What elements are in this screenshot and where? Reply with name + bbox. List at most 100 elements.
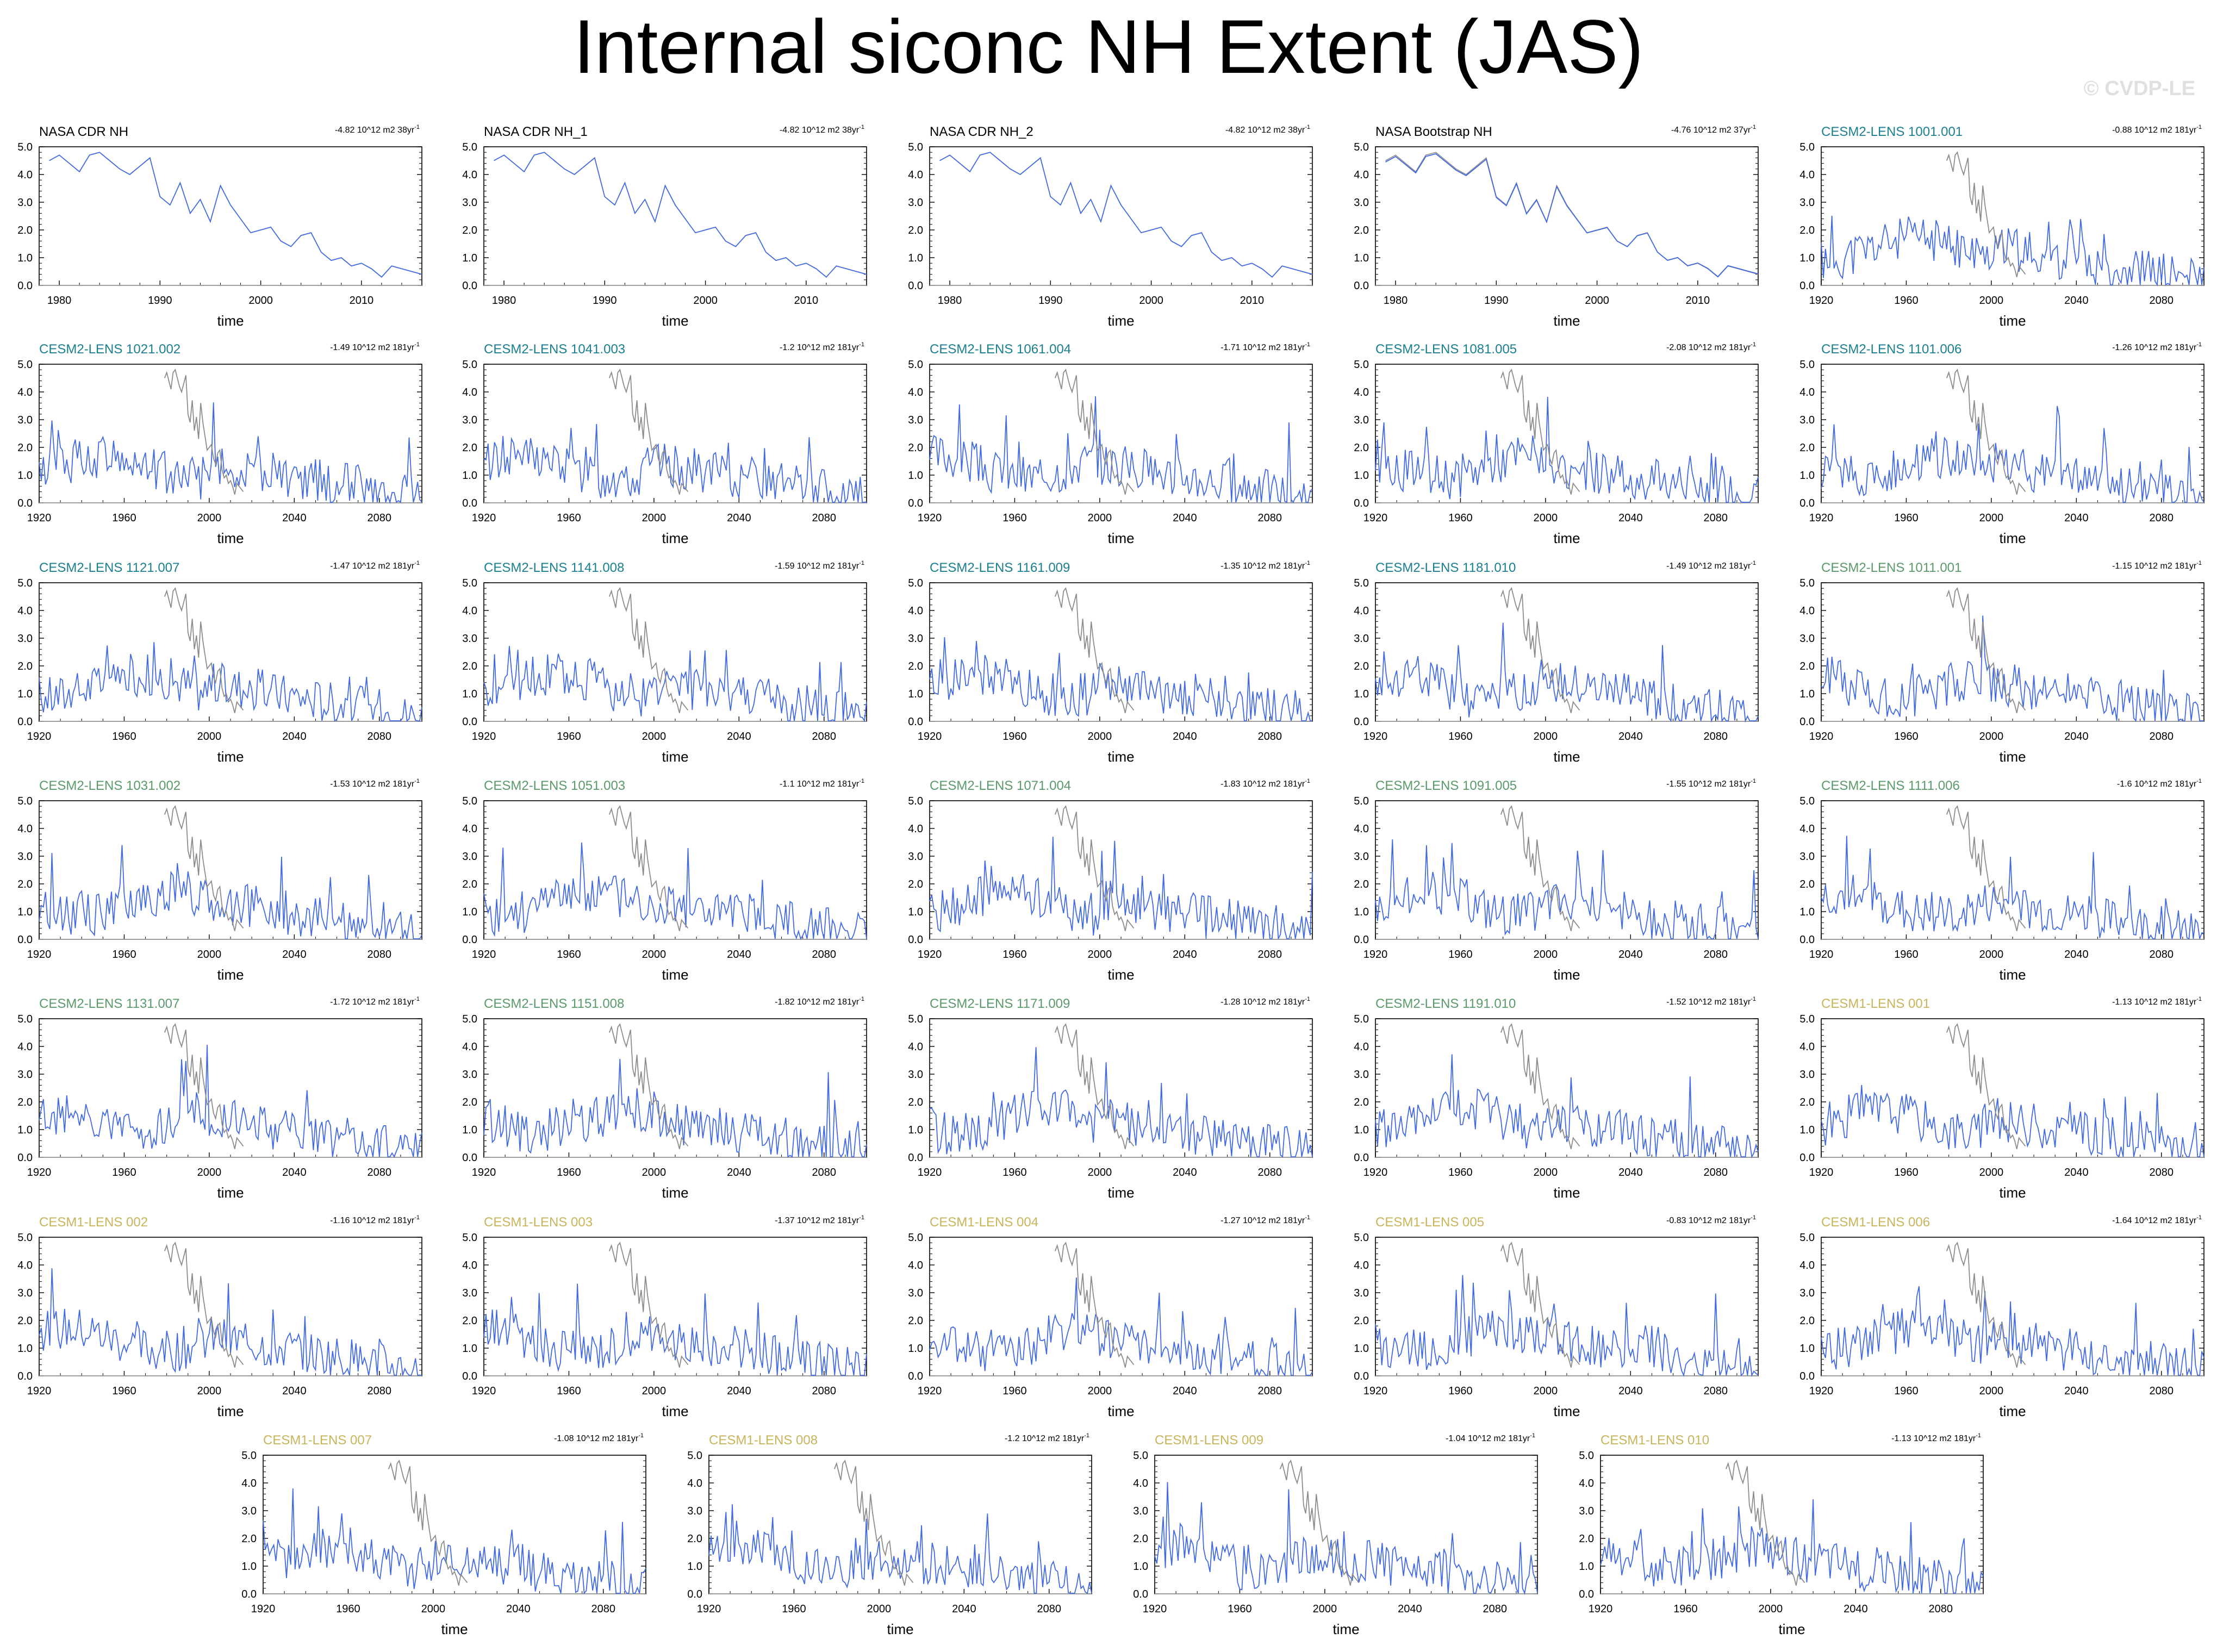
x-tick-label: 1960 xyxy=(1002,731,1027,743)
y-tick-label: 4.0 xyxy=(462,823,477,835)
y-tick-label: 4.0 xyxy=(1799,1041,1815,1053)
y-tick-label: 4.0 xyxy=(1354,605,1369,617)
x-tick-label: 1960 xyxy=(1448,949,1473,961)
x-tick-label: 2080 xyxy=(2150,1385,2174,1397)
y-tick-label: 3.0 xyxy=(1354,1069,1369,1081)
panel-title: CESM2-LENS 1071.004 xyxy=(930,778,1071,793)
x-tick-label: 2010 xyxy=(794,295,819,307)
x-tick-label: 2000 xyxy=(693,295,718,307)
y-tick-label: 1.0 xyxy=(462,1343,477,1355)
y-tick-label: 0.0 xyxy=(1799,280,1815,292)
x-axis-label: time xyxy=(1332,1621,1359,1637)
panel-title: CESM2-LENS 1061.004 xyxy=(930,342,1071,357)
x-tick-label: 1960 xyxy=(1002,1385,1027,1397)
x-tick-label: 2000 xyxy=(197,1167,222,1179)
panel-title: CESM1-LENS 006 xyxy=(1821,1215,1930,1230)
y-tick-label: 3.0 xyxy=(17,1287,33,1299)
x-tick-label: 1920 xyxy=(472,1385,496,1397)
y-tick-label: 0.0 xyxy=(1799,1370,1815,1382)
y-tick-label: 0.0 xyxy=(908,1370,923,1382)
y-tick-label: 1.0 xyxy=(17,1124,33,1136)
x-axis-label: time xyxy=(1553,1185,1580,1201)
y-tick-label: 1.0 xyxy=(462,252,477,264)
panel-title: NASA CDR NH_1 xyxy=(484,124,588,139)
x-tick-label: 2010 xyxy=(350,295,374,307)
obs-overlay-line xyxy=(1054,1023,1135,1149)
y-tick-label: 1.0 xyxy=(1799,1343,1815,1355)
x-tick-label: 1960 xyxy=(782,1603,806,1615)
y-tick-label: 1.0 xyxy=(462,470,477,482)
y-tick-label: 1.0 xyxy=(1799,688,1815,700)
trend-label: -1.2 10^12 m2 181yr-1 xyxy=(1005,1432,1089,1443)
y-tick-label: 2.0 xyxy=(908,1096,923,1108)
y-tick-label: 4.0 xyxy=(1354,1260,1369,1271)
x-axis-label: time xyxy=(662,313,688,329)
y-tick-label: 2.0 xyxy=(462,442,477,454)
x-tick-label: 2080 xyxy=(1258,1385,1282,1397)
x-tick-label: 2080 xyxy=(812,949,837,961)
y-tick-label: 5.0 xyxy=(17,359,33,371)
obs-overlay-line xyxy=(1500,1023,1580,1149)
y-tick-label: 3.0 xyxy=(1579,1505,1594,1517)
x-tick-label: 1960 xyxy=(557,512,581,524)
x-tick-label: 1980 xyxy=(938,295,962,307)
x-tick-label: 2040 xyxy=(282,1385,307,1397)
x-tick-label: 2000 xyxy=(421,1603,446,1615)
panel-title: CESM2-LENS 1161.009 xyxy=(930,560,1070,575)
obs-overlay-line xyxy=(1500,1242,1580,1368)
x-tick-label: 1960 xyxy=(557,949,581,961)
obs-overlay-line xyxy=(1054,1242,1135,1368)
x-axis-label: time xyxy=(1999,530,2026,546)
trend-label: -4.82 10^12 m2 38yr-1 xyxy=(780,124,864,135)
x-axis-label: time xyxy=(217,313,244,329)
x-tick-label: 2040 xyxy=(1173,1167,1197,1179)
y-tick-label: 5.0 xyxy=(1799,795,1815,807)
series-line xyxy=(929,1047,1313,1158)
panel-title: CESM2-LENS 1021.002 xyxy=(39,342,180,357)
panel-title: CESM1-LENS 007 xyxy=(263,1433,372,1448)
panel-title: CESM1-LENS 008 xyxy=(709,1433,818,1448)
panel-title: CESM2-LENS 1131.007 xyxy=(39,996,179,1011)
y-tick-label: 1.0 xyxy=(1799,252,1815,264)
x-tick-label: 2000 xyxy=(1534,1385,1558,1397)
y-tick-label: 5.0 xyxy=(1354,577,1369,589)
x-tick-label: 1990 xyxy=(148,295,172,307)
y-tick-label: 0.0 xyxy=(1133,1588,1148,1600)
panel-title: CESM2-LENS 1101.006 xyxy=(1821,342,1961,357)
x-tick-label: 2080 xyxy=(812,1385,837,1397)
panel-title: CESM2-LENS 1171.009 xyxy=(930,996,1070,1011)
obs-overlay-line xyxy=(833,1460,914,1586)
x-axis-label: time xyxy=(217,1403,244,1419)
trend-label: -1.13 10^12 m2 181yr-1 xyxy=(2112,996,2202,1007)
x-tick-label: 2000 xyxy=(1979,295,2004,307)
y-tick-label: 3.0 xyxy=(462,1069,477,1081)
x-tick-label: 2000 xyxy=(1979,731,2004,743)
trend-label: -1.35 10^12 m2 181yr-1 xyxy=(1220,560,1310,571)
x-tick-label: 2080 xyxy=(591,1603,616,1615)
x-tick-label: 2040 xyxy=(282,731,307,743)
series-line xyxy=(1821,1286,2204,1376)
x-tick-label: 2000 xyxy=(642,1167,667,1179)
trend-label: -1.72 10^12 m2 181yr-1 xyxy=(330,996,420,1007)
x-tick-label: 1960 xyxy=(1448,512,1473,524)
x-tick-label: 2000 xyxy=(197,949,222,961)
y-tick-label: 5.0 xyxy=(1354,359,1369,371)
obs-overlay-line xyxy=(164,805,244,931)
obs-overlay-line xyxy=(1946,1242,2026,1368)
y-tick-label: 1.0 xyxy=(687,1561,702,1573)
series-line xyxy=(929,396,1313,504)
y-tick-label: 0.0 xyxy=(1799,1152,1815,1164)
y-tick-label: 5.0 xyxy=(1799,1013,1815,1025)
y-tick-label: 5.0 xyxy=(17,577,33,589)
x-tick-label: 2000 xyxy=(642,731,667,743)
obs-overlay-line xyxy=(608,369,689,495)
x-tick-label: 2040 xyxy=(1618,731,1643,743)
y-tick-label: 0.0 xyxy=(17,280,33,292)
series-line xyxy=(929,1277,1313,1377)
panel-title: CESM2-LENS 1031.002 xyxy=(39,778,180,793)
